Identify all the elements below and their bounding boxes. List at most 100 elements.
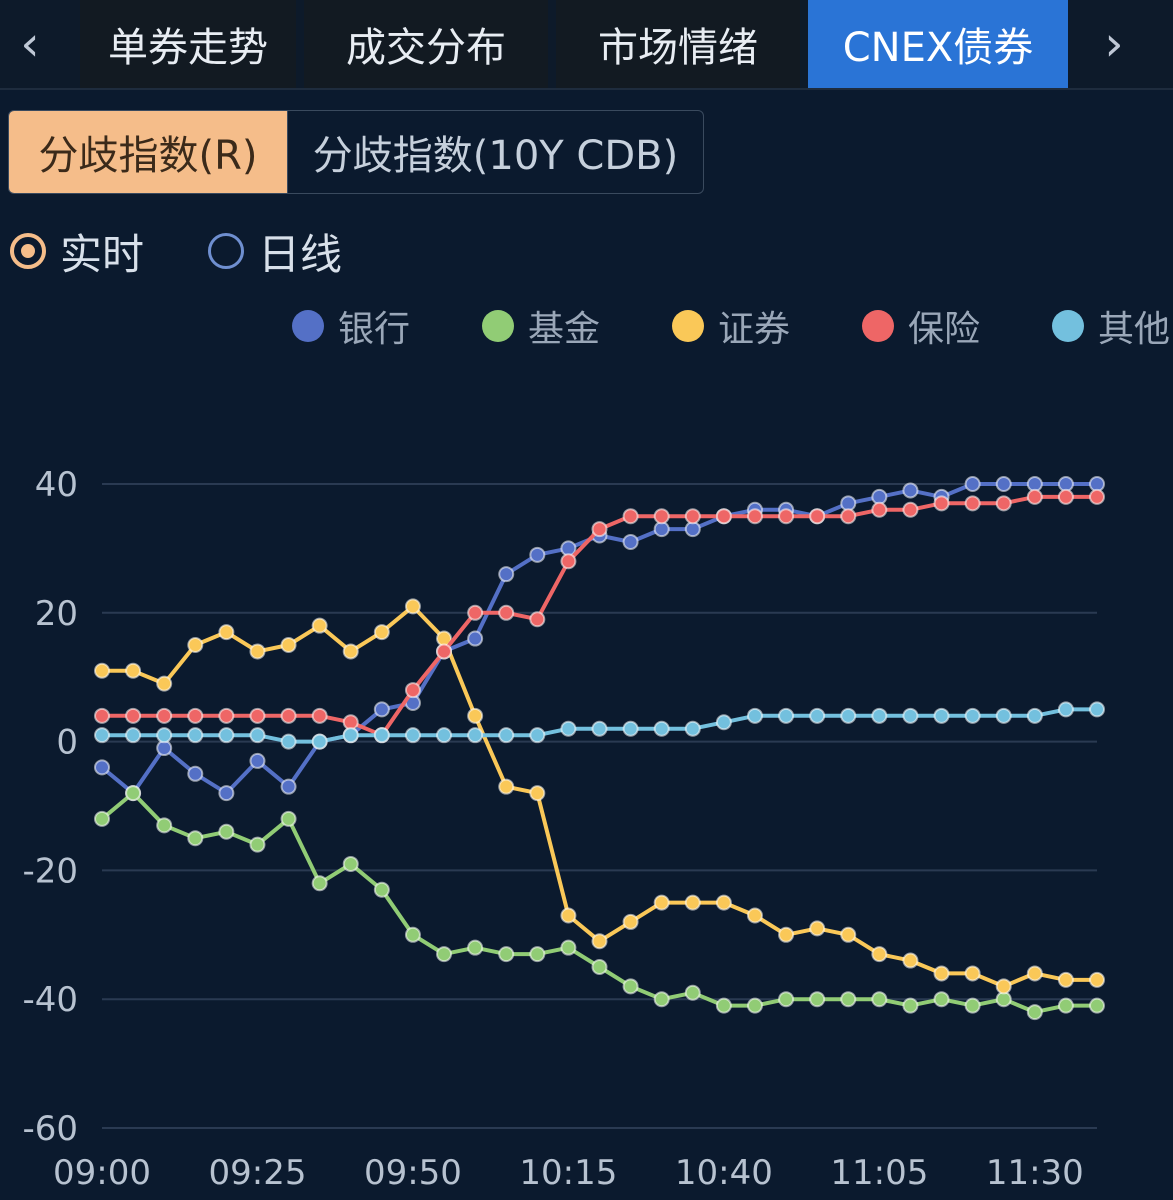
data-point bbox=[964, 997, 981, 1014]
data-point bbox=[311, 617, 328, 634]
data-point bbox=[529, 946, 546, 963]
series-line bbox=[100, 791, 1097, 1015]
radio-checked-icon bbox=[10, 233, 46, 269]
legend-label: 保险 bbox=[908, 309, 981, 350]
data-point bbox=[94, 810, 110, 827]
x-tick-label: 09:50 bbox=[364, 1153, 462, 1193]
legend-label: 基金 bbox=[528, 309, 601, 350]
data-point bbox=[498, 566, 515, 583]
data-point bbox=[1026, 488, 1043, 505]
data-point bbox=[964, 965, 981, 982]
data-point bbox=[778, 926, 795, 943]
data-point bbox=[404, 926, 421, 943]
x-tick-label: 10:40 bbox=[675, 1153, 773, 1193]
radio-realtime-label: 实时 bbox=[60, 229, 145, 279]
data-point bbox=[809, 707, 826, 724]
y-tick-label: -60 bbox=[22, 1109, 78, 1149]
data-point bbox=[933, 991, 950, 1008]
data-point bbox=[187, 727, 204, 744]
data-point bbox=[280, 810, 297, 827]
data-point bbox=[94, 707, 110, 724]
data-point bbox=[933, 965, 950, 982]
legend-dot-icon bbox=[1052, 310, 1084, 342]
data-point bbox=[280, 637, 297, 653]
tab-trade-distribution[interactable]: 成交分布 bbox=[304, 0, 548, 88]
data-point bbox=[653, 894, 670, 911]
data-point bbox=[342, 727, 359, 744]
data-point bbox=[902, 482, 919, 499]
data-point bbox=[187, 707, 204, 724]
data-point bbox=[871, 501, 888, 518]
data-point bbox=[373, 701, 390, 718]
data-point bbox=[125, 727, 142, 744]
data-point bbox=[156, 675, 173, 692]
tab-bar: ‹ 单券走势 成交分布 市场情绪 CNEX债券 › bbox=[0, 0, 1173, 90]
data-point bbox=[871, 991, 888, 1008]
data-point bbox=[467, 707, 484, 724]
tab-cnex-bonds[interactable]: CNEX债券 bbox=[808, 0, 1068, 88]
data-point bbox=[622, 913, 639, 930]
data-point bbox=[622, 508, 639, 525]
data-point bbox=[280, 707, 297, 724]
legend-item-other[interactable]: 其他 bbox=[1052, 302, 1170, 350]
data-point bbox=[94, 759, 110, 776]
legend-label: 银行 bbox=[338, 309, 411, 350]
data-point bbox=[684, 894, 701, 911]
series-line bbox=[102, 604, 1097, 989]
data-point bbox=[560, 939, 577, 956]
data-point bbox=[746, 997, 763, 1014]
data-point bbox=[529, 785, 546, 802]
data-point bbox=[871, 946, 888, 963]
data-point bbox=[1089, 997, 1105, 1014]
data-point bbox=[684, 984, 701, 1001]
legend-item-bank[interactable]: 银行 bbox=[292, 302, 410, 350]
legend-dot-icon bbox=[862, 310, 894, 342]
data-point bbox=[218, 624, 235, 641]
data-point bbox=[156, 817, 173, 834]
x-tick-label: 09:00 bbox=[53, 1153, 151, 1193]
legend-item-insurance[interactable]: 保险 bbox=[862, 302, 980, 350]
data-point bbox=[373, 727, 390, 744]
data-point bbox=[684, 508, 701, 525]
x-tick-label: 09:25 bbox=[208, 1153, 306, 1193]
x-tick-label: 10:15 bbox=[519, 1153, 617, 1193]
data-point bbox=[902, 952, 919, 969]
segment-divergence-10y-cdb[interactable]: 分歧指数(10Y CDB) bbox=[287, 111, 703, 193]
data-point bbox=[498, 946, 515, 963]
segment-divergence-r[interactable]: 分歧指数(R) bbox=[9, 111, 287, 193]
data-point bbox=[840, 926, 857, 943]
legend-item-fund[interactable]: 基金 bbox=[482, 302, 600, 350]
y-tick-label: 40 bbox=[35, 465, 78, 505]
data-point bbox=[902, 501, 919, 518]
y-tick-label: 20 bbox=[35, 594, 78, 634]
x-tick-label: 11:05 bbox=[830, 1153, 928, 1193]
data-point bbox=[778, 707, 795, 724]
data-point bbox=[94, 727, 110, 744]
data-point bbox=[1089, 971, 1105, 988]
chevron-left-icon[interactable]: ‹ bbox=[20, 16, 40, 72]
data-point bbox=[778, 508, 795, 525]
data-point bbox=[995, 707, 1012, 724]
data-point bbox=[218, 785, 235, 802]
data-point bbox=[933, 707, 950, 724]
data-point bbox=[436, 946, 453, 963]
radio-daily[interactable]: 日线 bbox=[208, 226, 342, 279]
chevron-right-icon[interactable]: › bbox=[1104, 16, 1124, 72]
y-tick-label: 0 bbox=[56, 723, 78, 763]
data-point bbox=[964, 707, 981, 724]
data-point bbox=[529, 727, 546, 744]
data-point bbox=[498, 727, 515, 744]
data-point bbox=[156, 727, 173, 744]
data-point bbox=[218, 707, 235, 724]
data-point bbox=[622, 533, 639, 550]
tab-single-bond-trend[interactable]: 单券走势 bbox=[80, 0, 296, 88]
radio-realtime[interactable]: 实时 bbox=[10, 226, 144, 279]
data-point bbox=[591, 959, 608, 975]
data-point bbox=[560, 720, 577, 737]
legend-item-securities[interactable]: 证券 bbox=[672, 302, 790, 350]
data-point bbox=[560, 553, 577, 570]
data-point bbox=[280, 733, 297, 750]
data-point bbox=[187, 765, 204, 782]
tab-market-sentiment[interactable]: 市场情绪 bbox=[556, 0, 800, 88]
data-point bbox=[311, 733, 328, 750]
